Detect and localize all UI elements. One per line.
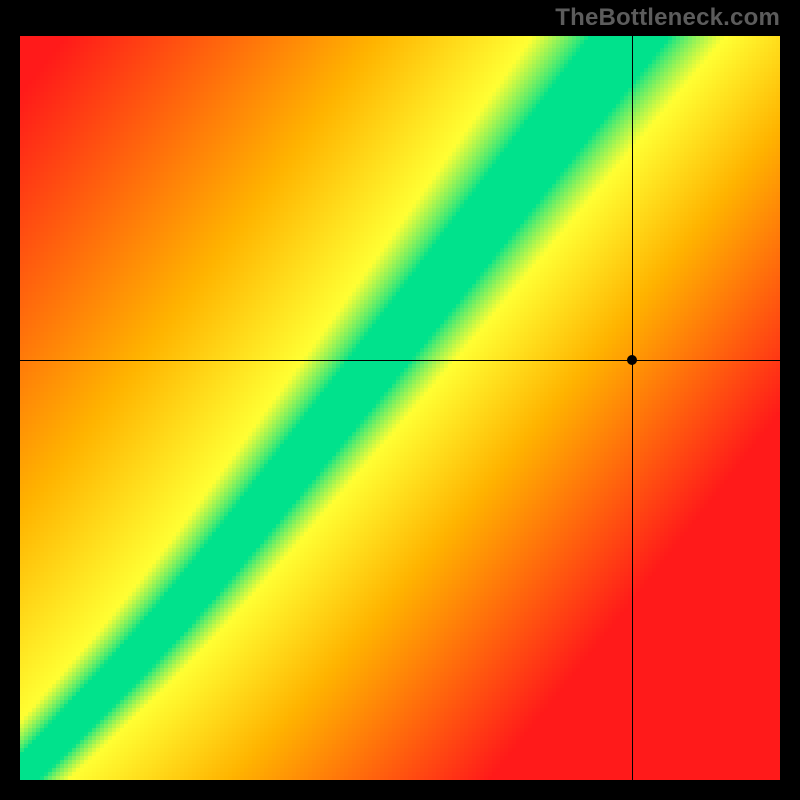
- heatmap-canvas: [20, 36, 780, 780]
- watermark-text: TheBottleneck.com: [555, 4, 780, 32]
- crosshair-horizontal: [20, 360, 780, 361]
- chart-container: TheBottleneck.com: [0, 0, 800, 800]
- crosshair-vertical: [632, 36, 633, 780]
- heatmap-plot: [20, 36, 780, 780]
- crosshair-dot: [627, 355, 637, 365]
